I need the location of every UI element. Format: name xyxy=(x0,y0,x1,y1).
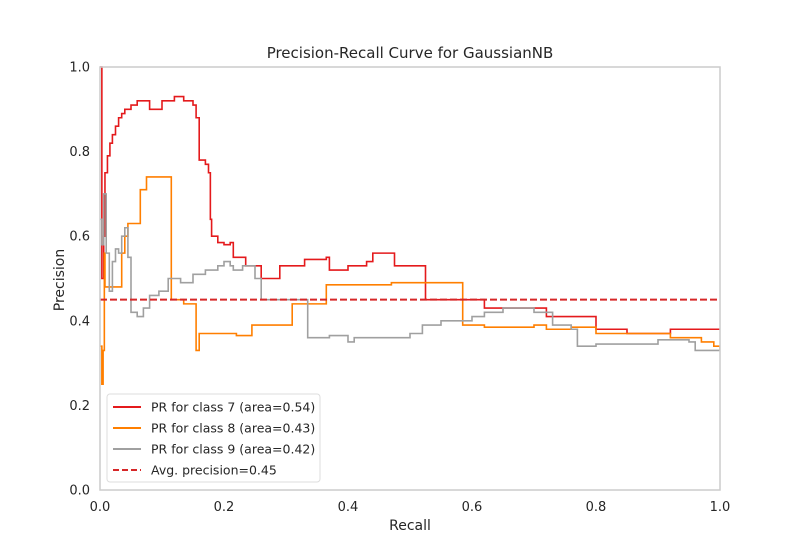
chart-title: Precision-Recall Curve for GaussianNB xyxy=(267,44,554,62)
x-tick-label: 0.6 xyxy=(462,500,483,515)
legend-entry-1: PR for class 8 (area=0.43) xyxy=(151,421,315,436)
y-tick-label: 0.8 xyxy=(69,145,90,160)
y-tick-label: 0.2 xyxy=(69,399,90,414)
series-line-1 xyxy=(100,176,720,386)
x-tick-label: 1.0 xyxy=(710,500,731,515)
legend-entry-2: PR for class 9 (area=0.42) xyxy=(151,442,315,457)
legend-entry-0: PR for class 7 (area=0.54) xyxy=(151,400,315,415)
plot-area: 0.0 0.2 0.4 0.6 0.8 1.0 0.0 0.2 0.4 0.6 0.8 1.0 PR f… xyxy=(69,61,730,516)
y-tick-label: 0.0 xyxy=(69,484,90,499)
x-tick-label: 0.0 xyxy=(90,500,111,515)
y-axis-title: Precision xyxy=(52,249,68,311)
legend-box xyxy=(106,393,321,483)
x-axis-title: Recall xyxy=(389,518,431,534)
series-line-2 xyxy=(100,193,720,352)
y-tick-label: 0.4 xyxy=(69,314,90,329)
plot-frame xyxy=(99,66,721,491)
x-tick-label: 0.8 xyxy=(586,500,607,515)
x-tick-label: 0.4 xyxy=(338,500,359,515)
y-tick-label: 1.0 xyxy=(69,61,90,76)
legend-entry-3: Avg. precision=0.45 xyxy=(151,463,277,478)
x-tick-label: 0.2 xyxy=(214,500,235,515)
y-tick-label: 0.6 xyxy=(69,230,90,245)
